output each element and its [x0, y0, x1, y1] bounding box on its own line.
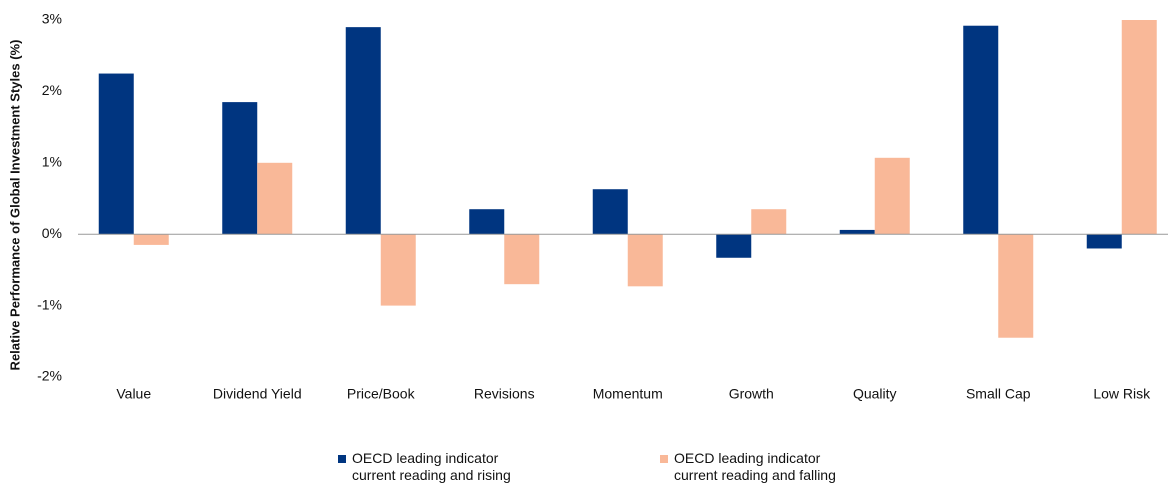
bar	[1121, 20, 1157, 235]
x-tick-label: Growth	[729, 386, 774, 402]
bar	[1086, 234, 1122, 249]
bar	[751, 209, 787, 235]
bar	[874, 157, 910, 235]
bar	[133, 234, 169, 245]
y-tick-label: -1%	[37, 296, 62, 312]
bar	[963, 25, 999, 235]
x-tick-label: Quality	[853, 386, 897, 402]
bar	[222, 102, 258, 235]
bar	[380, 234, 416, 306]
bar	[839, 229, 875, 235]
y-tick-label: 2%	[42, 82, 62, 98]
bar	[592, 189, 628, 235]
bar	[469, 209, 505, 235]
chart: Relative Performance of Global Investmen…	[7, 11, 1168, 402]
y-tick-label: 1%	[42, 154, 62, 170]
x-tick-label: Price/Book	[347, 386, 416, 402]
legend-label: OECD leading indicator current reading a…	[674, 450, 836, 483]
x-tick-label: Low Risk	[1093, 386, 1151, 402]
bar	[257, 162, 293, 235]
y-tick-label: 0%	[42, 225, 62, 241]
x-tick-label: Small Cap	[966, 386, 1031, 402]
legend-item: OECD leading indicator current reading a…	[660, 450, 849, 484]
bar	[345, 27, 381, 235]
bar	[504, 234, 540, 285]
bar	[998, 234, 1034, 338]
x-tick-label: Momentum	[593, 386, 663, 402]
y-tick-label: -2%	[37, 368, 62, 384]
legend-label: OECD leading indicator current reading a…	[352, 450, 511, 483]
bar	[98, 73, 134, 235]
legend-swatch	[338, 455, 346, 463]
bar	[627, 234, 663, 287]
legend-swatch	[660, 455, 668, 463]
legend-item: OECD leading indicator current reading a…	[338, 450, 527, 484]
x-tick-label: Value	[116, 386, 151, 402]
x-tick-label: Dividend Yield	[213, 386, 302, 402]
x-tick-label: Revisions	[474, 386, 535, 402]
bar	[716, 234, 752, 258]
y-tick-label: 3%	[42, 11, 62, 27]
y-axis-title: Relative Performance of Global Investmen…	[7, 40, 22, 371]
